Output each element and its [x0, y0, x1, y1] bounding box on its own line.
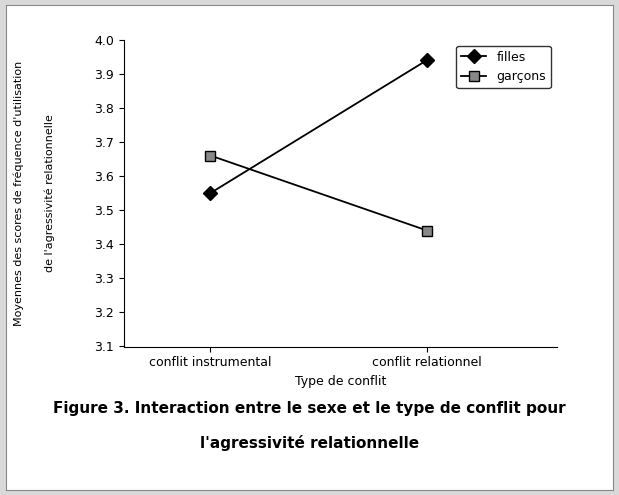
Text: Moyennes des scores de fréquence d'utilisation: Moyennes des scores de fréquence d'utili… — [14, 60, 24, 326]
Text: de l'agressivité relationnelle: de l'agressivité relationnelle — [45, 114, 54, 272]
Legend: filles, garçons: filles, garçons — [456, 46, 551, 88]
Text: Figure 3. Interaction entre le sexe et le type de conflit pour: Figure 3. Interaction entre le sexe et l… — [53, 401, 566, 416]
X-axis label: Type de conflit: Type de conflit — [295, 375, 386, 388]
Text: l'agressivité relationnelle: l'agressivité relationnelle — [200, 435, 419, 451]
